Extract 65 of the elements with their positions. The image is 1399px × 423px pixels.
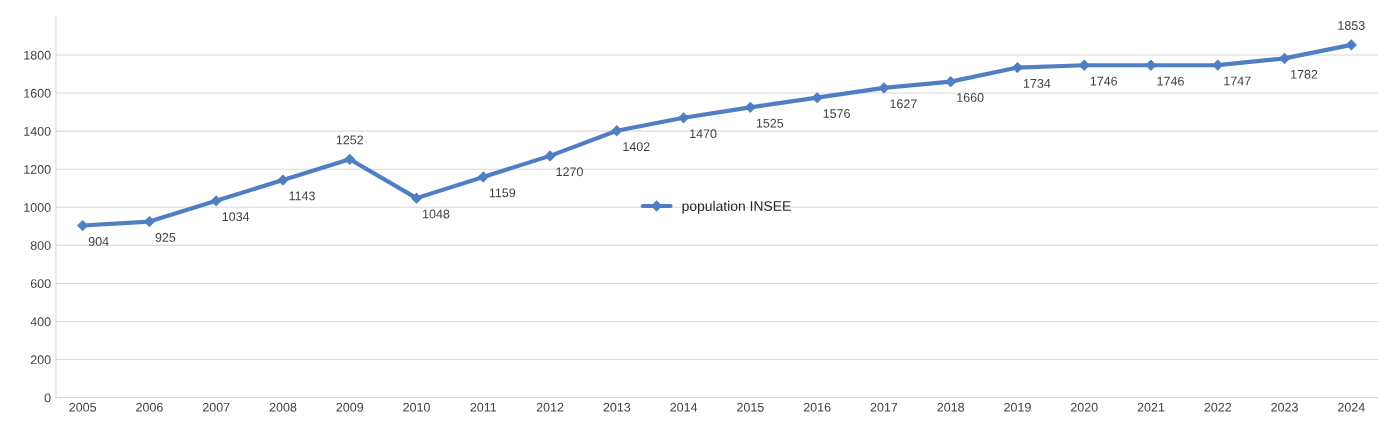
data-label: 1048 <box>423 209 450 219</box>
point <box>544 150 556 162</box>
point <box>477 171 489 183</box>
x-tick-label: 2016 <box>803 402 831 412</box>
y-tick-label: 400 <box>30 317 51 327</box>
x-tick-label: 2015 <box>737 402 764 412</box>
data-label: 1525 <box>756 118 784 128</box>
x-tick-label: 2023 <box>1271 402 1298 412</box>
data-label: 1853 <box>1338 21 1365 30</box>
point <box>277 174 289 186</box>
x-tick-label: 2008 <box>269 402 297 412</box>
legend-label: population INSEE <box>682 200 791 214</box>
x-tick-label: 2013 <box>603 402 631 412</box>
x-tick-label: 2012 <box>536 402 564 412</box>
data-label: 1746 <box>1157 76 1184 86</box>
data-label: 1782 <box>1291 69 1318 79</box>
point <box>611 125 623 137</box>
point <box>1345 39 1357 51</box>
point <box>878 82 890 94</box>
x-tick-label: 2009 <box>336 402 364 412</box>
point <box>1279 52 1290 64</box>
point <box>411 192 422 204</box>
data-label: 1270 <box>556 167 583 177</box>
data-label: 904 <box>88 236 109 246</box>
data-label: 1143 <box>289 191 315 201</box>
x-tick-label: 2010 <box>403 402 430 412</box>
x-tick-label: 2017 <box>870 402 898 412</box>
point <box>1012 62 1023 73</box>
y-tick-label: 200 <box>30 355 51 365</box>
data-label: 1746 <box>1090 76 1118 86</box>
point <box>144 216 155 227</box>
data-label: 1402 <box>623 142 650 152</box>
x-tick-label: 2011 <box>470 402 497 412</box>
x-tick-label: 2019 <box>1004 402 1031 412</box>
data-label: 1034 <box>222 212 250 222</box>
y-tick-label: 1200 <box>24 165 51 174</box>
y-tick-label: 1000 <box>24 203 51 212</box>
x-tick-label: 2022 <box>1204 402 1232 412</box>
x-tick-label: 2018 <box>937 402 965 412</box>
x-tick-label: 2024 <box>1338 402 1365 412</box>
data-label: 1576 <box>823 109 850 118</box>
point <box>945 76 957 88</box>
data-label: 1747 <box>1224 76 1251 86</box>
y-tick-label: 0 <box>44 393 51 403</box>
x-tick-label: 2007 <box>202 402 230 412</box>
data-label: 1660 <box>957 93 984 102</box>
data-label: 1252 <box>336 135 364 145</box>
x-tick-label: 2006 <box>136 402 163 412</box>
point <box>811 92 823 104</box>
point <box>344 153 356 165</box>
y-tick-label: 1400 <box>24 126 51 136</box>
data-label: 1159 <box>489 188 516 198</box>
y-tick-label: 800 <box>30 241 51 250</box>
data-label: 925 <box>155 232 176 242</box>
data-label: 1470 <box>690 129 717 139</box>
y-tick-label: 1800 <box>24 50 51 60</box>
y-tick-label: 600 <box>30 279 51 289</box>
x-tick-label: 2014 <box>670 402 698 412</box>
data-label: 1734 <box>1023 78 1051 88</box>
point <box>210 195 222 207</box>
x-tick-label: 2005 <box>69 402 97 412</box>
x-tick-label: 2021 <box>1137 402 1165 412</box>
y-tick-label: 1600 <box>24 88 51 98</box>
x-tick-label: 2020 <box>1070 402 1098 412</box>
data-label: 1627 <box>890 99 917 109</box>
